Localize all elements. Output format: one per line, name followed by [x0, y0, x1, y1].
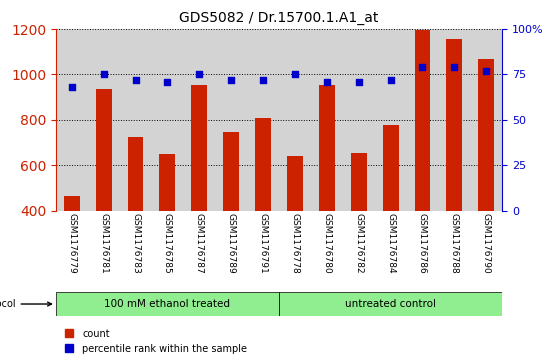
Point: [482, 68, 490, 74]
Point: [323, 79, 331, 85]
Text: GSM1176779: GSM1176779: [68, 213, 76, 274]
Legend: count, percentile rank within the sample: count, percentile rank within the sample: [61, 325, 251, 358]
Text: GSM1176784: GSM1176784: [386, 213, 395, 274]
Bar: [415, 30, 430, 211]
FancyBboxPatch shape: [56, 292, 279, 316]
Point: [68, 84, 76, 90]
Bar: [223, 132, 239, 211]
Point: [258, 77, 267, 83]
Bar: [160, 154, 175, 211]
Bar: [446, 39, 463, 211]
Bar: [64, 196, 80, 211]
Text: protocol: protocol: [0, 299, 51, 309]
FancyBboxPatch shape: [279, 292, 502, 316]
Text: GSM1176788: GSM1176788: [450, 213, 459, 274]
Point: [291, 72, 300, 77]
Text: GSM1176781: GSM1176781: [99, 213, 108, 274]
Point: [354, 79, 363, 85]
Bar: [191, 85, 207, 211]
Text: GSM1176790: GSM1176790: [482, 213, 490, 274]
Point: [227, 77, 235, 83]
Text: GSM1176785: GSM1176785: [163, 213, 172, 274]
Bar: [319, 85, 335, 211]
Text: 100 mM ethanol treated: 100 mM ethanol treated: [104, 299, 230, 309]
Text: GSM1176791: GSM1176791: [258, 213, 267, 274]
Point: [99, 72, 108, 77]
Text: GSM1176786: GSM1176786: [418, 213, 427, 274]
Text: GSM1176778: GSM1176778: [291, 213, 300, 274]
Bar: [478, 58, 494, 211]
Bar: [351, 153, 367, 211]
Text: GSM1176782: GSM1176782: [354, 213, 363, 274]
Bar: [287, 156, 303, 211]
Point: [131, 77, 140, 83]
Text: GSM1176783: GSM1176783: [131, 213, 140, 274]
Text: GDS5082 / Dr.15700.1.A1_at: GDS5082 / Dr.15700.1.A1_at: [179, 11, 379, 25]
Text: GSM1176780: GSM1176780: [323, 213, 331, 274]
Text: GSM1176789: GSM1176789: [227, 213, 235, 274]
Bar: [383, 126, 398, 211]
Point: [418, 64, 427, 70]
Point: [163, 79, 172, 85]
Bar: [128, 137, 143, 211]
Bar: [255, 118, 271, 211]
Point: [450, 64, 459, 70]
Point: [195, 72, 204, 77]
Text: GSM1176787: GSM1176787: [195, 213, 204, 274]
Bar: [95, 89, 112, 211]
Point: [386, 77, 395, 83]
Text: untreated control: untreated control: [345, 299, 436, 309]
